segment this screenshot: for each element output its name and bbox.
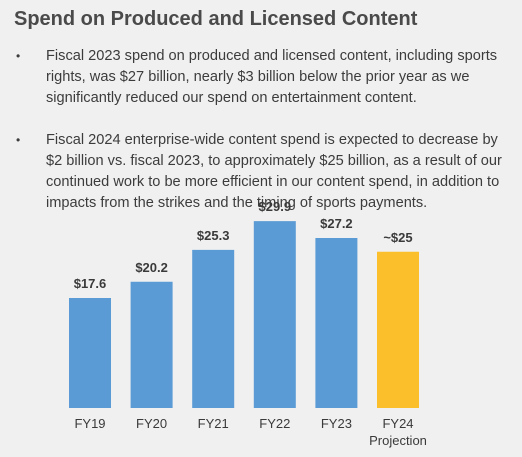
- category-label: FY19: [74, 416, 105, 431]
- bar-fy19: [69, 298, 111, 408]
- bullet-list: • Fiscal 2023 spend on produced and lice…: [14, 46, 514, 235]
- bar-fy22: [253, 221, 296, 408]
- category-label: FY23: [321, 416, 352, 431]
- bar-fy23: [315, 238, 358, 408]
- page-title: Spend on Produced and Licensed Content: [14, 8, 418, 30]
- bar-fy24: [377, 251, 419, 408]
- bullet-dot: •: [16, 133, 21, 147]
- data-label: $27.2: [320, 216, 353, 231]
- category-label: FY22: [259, 416, 290, 431]
- bar-fy20: [130, 281, 173, 408]
- bullet-text: Fiscal 2023 spend on produced and licens…: [46, 48, 498, 106]
- bullet-text: Fiscal 2024 enterprise-wide content spen…: [46, 132, 502, 211]
- data-label: ~$25: [383, 230, 412, 245]
- bar-fy21: [192, 249, 235, 408]
- data-label: $20.2: [135, 260, 168, 275]
- category-label: FY21: [198, 416, 229, 431]
- data-label: $29.9: [259, 199, 292, 214]
- data-label: $25.3: [197, 228, 230, 243]
- category-label: FY24: [382, 416, 413, 431]
- data-label: $17.6: [74, 276, 107, 291]
- bullet-item: • Fiscal 2023 spend on produced and lice…: [14, 46, 514, 109]
- bullet-dot: •: [16, 49, 21, 63]
- category-sublabel: Projection: [369, 433, 427, 448]
- category-label: FY20: [136, 416, 167, 431]
- bullet-item: • Fiscal 2024 enterprise-wide content sp…: [14, 130, 514, 214]
